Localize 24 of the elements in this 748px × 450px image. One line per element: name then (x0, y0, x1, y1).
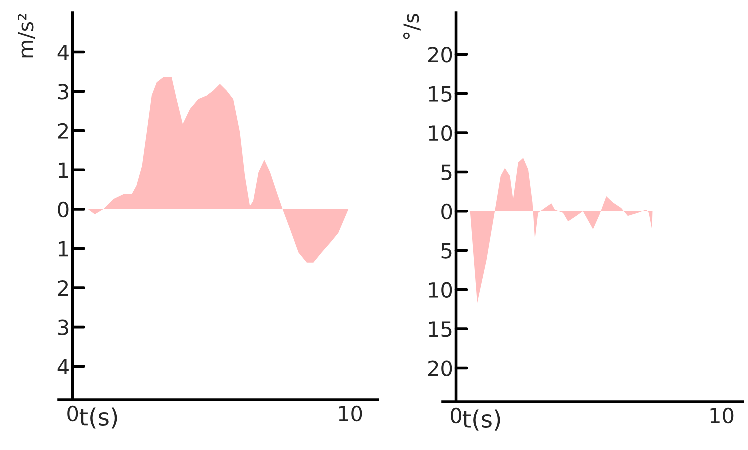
x-axis-title: t(s) (80, 408, 118, 429)
y-tick-label: 2 (58, 123, 68, 139)
x-tick-label: 10 (339, 406, 362, 422)
y-tick-label: 2 (58, 280, 68, 296)
y-tick-label: 5 (442, 243, 452, 259)
y-tick-label: 0 (58, 202, 69, 218)
y-axis-title: °/s (403, 14, 421, 40)
y-tick-label: 0 (442, 204, 452, 220)
y-tick-label: 5 (442, 164, 452, 180)
x-tick-label: 10 (710, 408, 734, 424)
y-axis-title: m/s² (18, 14, 36, 58)
y-tick-label: 10 (429, 282, 452, 298)
y-tick-label: 3 (58, 320, 68, 336)
y-tick-label: 15 (429, 86, 452, 102)
y-tick-label: 1 (59, 241, 68, 257)
y-tick-label: 10 (429, 125, 452, 142)
y-tick-label: 15 (429, 322, 452, 338)
y-tick-label: 1 (59, 162, 68, 178)
y-tick-label: 4 (58, 359, 69, 375)
y-tick-label: 20 (428, 47, 452, 63)
x-axis-title: t(s) (462, 410, 500, 431)
y-tick-label: 20 (428, 360, 452, 376)
y-tick-label: 3 (58, 84, 68, 100)
y-tick-label: 4 (58, 45, 69, 60)
